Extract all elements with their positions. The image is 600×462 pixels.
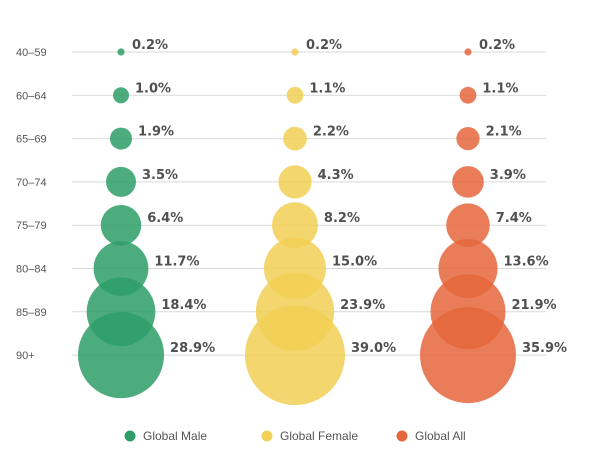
category-label: 75–79 — [16, 220, 47, 232]
legend: Global Male Global Female Global All — [124, 429, 466, 443]
category-label: 70–74 — [16, 177, 47, 189]
category-label: 65–69 — [16, 134, 47, 146]
data-label: 6.4% — [147, 211, 183, 226]
category-label: 85–89 — [16, 307, 47, 319]
data-label: 2.1% — [486, 125, 522, 140]
data-label: 1.9% — [138, 125, 174, 140]
bubble — [77, 312, 165, 399]
data-label: 1.1% — [482, 81, 518, 96]
data-label: 8.2% — [324, 211, 360, 226]
data-label: 21.9% — [511, 298, 556, 313]
bubbles — [77, 48, 516, 406]
data-label: 0.2% — [132, 38, 168, 53]
legend-label: Global All — [415, 429, 466, 443]
row-labels: 40–59 60–64 65–69 70–74 75–79 80–84 85–89 90+ — [16, 47, 47, 362]
category-label: 80–84 — [16, 264, 47, 276]
data-label: 39.0% — [351, 341, 396, 356]
data-label: 23.9% — [340, 298, 385, 313]
legend-marker — [124, 430, 136, 442]
bubble — [452, 166, 484, 198]
bubble — [291, 48, 299, 56]
data-label: 35.9% — [522, 341, 567, 356]
data-label: 28.9% — [170, 341, 215, 356]
bubble — [117, 48, 125, 56]
bubble — [286, 86, 304, 104]
bubble — [420, 307, 516, 404]
bubble — [109, 127, 133, 150]
bubble — [456, 126, 480, 151]
bubble — [446, 203, 490, 247]
data-label: 18.4% — [161, 298, 206, 313]
bubble — [283, 126, 307, 151]
category-label: 40–59 — [16, 47, 47, 59]
value-labels: 0.2% 1.0% 1.9% 3.5% 6.4% 11.7% 18.4% 28.9% 0.2% 1… — [132, 38, 567, 356]
data-label: 15.0% — [332, 255, 377, 270]
bubble — [100, 204, 142, 246]
data-label: 7.4% — [496, 211, 532, 226]
bubble — [464, 48, 472, 56]
legend-label: Global Male — [143, 429, 207, 443]
legend-marker — [396, 430, 408, 442]
bubble — [272, 202, 318, 249]
data-label: 3.9% — [490, 168, 526, 183]
bubble — [245, 305, 345, 406]
category-label: 60–64 — [16, 90, 47, 102]
data-label: 4.3% — [318, 168, 354, 183]
legend-label: Global Female — [280, 429, 358, 443]
data-label: 2.2% — [313, 125, 349, 140]
data-label: 3.5% — [142, 168, 178, 183]
data-label: 13.6% — [504, 255, 549, 270]
legend-marker — [261, 430, 273, 442]
category-label: 90+ — [16, 350, 35, 362]
data-label: 1.1% — [309, 81, 345, 96]
bubble — [112, 87, 130, 104]
bubble — [459, 86, 477, 104]
bubble — [106, 166, 136, 197]
bubble — [278, 165, 312, 199]
data-label: 11.7% — [154, 255, 199, 270]
data-label: 0.2% — [306, 38, 342, 53]
data-label: 1.0% — [135, 81, 171, 96]
data-label: 0.2% — [479, 38, 515, 53]
